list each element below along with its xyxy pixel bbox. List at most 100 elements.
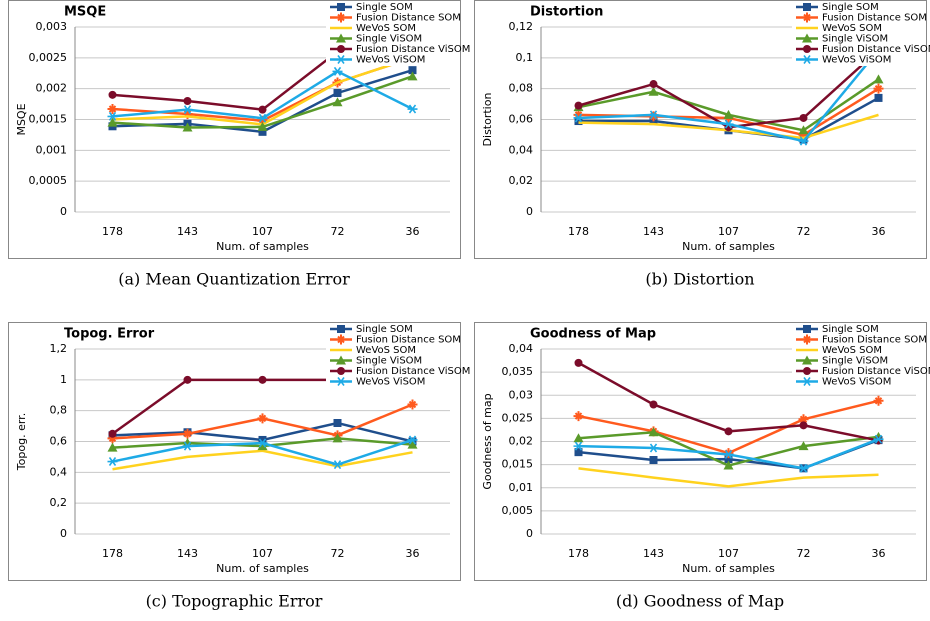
y-tick-label: 0,0025 [29, 51, 68, 64]
y-axis-title: MSQE [15, 103, 28, 135]
marker [723, 448, 734, 459]
marker [573, 433, 584, 443]
y-tick-label: 0,01 [509, 481, 534, 494]
y-tick-label: 0,0015 [29, 113, 68, 126]
marker [336, 377, 346, 386]
x-tick-label: 143 [177, 225, 198, 238]
x-tick-label: 107 [718, 547, 739, 560]
marker [337, 45, 345, 53]
marker [182, 108, 193, 119]
y-tick-label: 0,06 [509, 113, 534, 126]
marker [183, 375, 192, 384]
legend-label: Fusion Distance SOM [356, 335, 461, 346]
legend-box [326, 324, 459, 388]
marker [336, 12, 346, 23]
y-tick-label: 0,015 [502, 458, 534, 471]
marker [798, 463, 809, 473]
marker [798, 441, 809, 451]
marker [182, 122, 193, 132]
caption: (b) Distortion [645, 270, 754, 289]
marker [798, 125, 809, 135]
marker [873, 434, 884, 444]
x-tick-label: 36 [872, 547, 886, 560]
chart-title: MSQE [64, 5, 106, 20]
marker [573, 411, 584, 422]
marker [798, 136, 809, 146]
legend-label: Fusion Distance SOM [356, 13, 461, 24]
y-tick-label: 0,005 [502, 504, 534, 517]
marker [107, 433, 118, 444]
legend-box [326, 2, 459, 66]
y-tick-label: 0,8 [50, 404, 68, 417]
y-tick-label: 0,04 [509, 143, 534, 156]
y-tick-label: 0,003 [36, 20, 68, 33]
x-axis-title: Num. of samples [682, 240, 775, 253]
x-axis-title: Num. of samples [216, 562, 309, 575]
legend-label: Single ViSOM [356, 34, 422, 45]
y-tick-label: 0,0005 [29, 174, 68, 187]
marker [336, 355, 346, 365]
x-tick-label: 107 [252, 225, 273, 238]
marker [337, 367, 345, 375]
marker [108, 90, 117, 99]
x-tick-label: 143 [643, 225, 664, 238]
marker [107, 104, 118, 115]
marker [649, 456, 658, 464]
marker [332, 97, 343, 107]
legend-label: Single SOM [822, 2, 879, 13]
marker [649, 400, 658, 409]
x-tick-label: 178 [568, 225, 589, 238]
y-tick-label: 0,6 [50, 435, 68, 448]
legend-label: Fusion Distance ViSOM [356, 366, 470, 377]
legend-box [792, 324, 925, 388]
marker [107, 457, 118, 467]
y-tick-label: 0,02 [509, 435, 534, 448]
x-tick-label: 72 [797, 225, 811, 238]
y-tick-label: 0,4 [50, 465, 68, 478]
marker [574, 117, 583, 126]
marker [257, 115, 268, 126]
legend-label: Fusion Distance SOM [822, 335, 927, 346]
plot [573, 358, 884, 488]
marker [108, 429, 117, 438]
x-tick-label: 36 [872, 225, 886, 238]
chart-panel: 0 0,2 0,4 0,6 0,8 1 1,2 178 143 107 72 36 Num. of sa… [8, 322, 470, 611]
marker [648, 110, 659, 120]
legend-box [792, 2, 925, 66]
marker [803, 367, 811, 375]
marker [182, 441, 193, 451]
y-axis-title: Topog. err. [15, 413, 28, 471]
marker [802, 33, 812, 43]
legend-label: Fusion Distance ViSOM [356, 44, 470, 55]
marker [574, 358, 583, 367]
marker [257, 113, 268, 123]
chart-panel: 0 0,005 0,01 0,015 0,02 0,025 0,03 0,035 0,04 178… [474, 322, 930, 611]
marker [332, 460, 343, 470]
legend-label: WeVoS ViSOM [356, 55, 425, 66]
marker [723, 449, 734, 459]
series-line [578, 467, 879, 488]
x-tick-label: 72 [797, 547, 811, 560]
marker [407, 71, 418, 81]
marker [574, 448, 583, 457]
marker [802, 55, 812, 64]
marker [258, 127, 267, 136]
y-tick-label: 0,08 [509, 82, 534, 95]
marker [107, 117, 118, 127]
y-tick-label: 0,03 [509, 388, 534, 401]
marker [649, 80, 658, 89]
marker [802, 377, 812, 386]
marker [873, 395, 884, 406]
marker [337, 3, 345, 11]
marker [257, 438, 268, 448]
y-tick-label: 0,1 [516, 51, 534, 64]
x-axis-title: Num. of samples [682, 562, 775, 575]
caption: (c) Topographic Error [146, 592, 323, 611]
marker [107, 111, 118, 121]
marker [258, 435, 267, 444]
x-tick-label: 143 [643, 547, 664, 560]
marker [336, 33, 346, 43]
x-tick-label: 178 [568, 547, 589, 560]
marker [648, 443, 659, 453]
